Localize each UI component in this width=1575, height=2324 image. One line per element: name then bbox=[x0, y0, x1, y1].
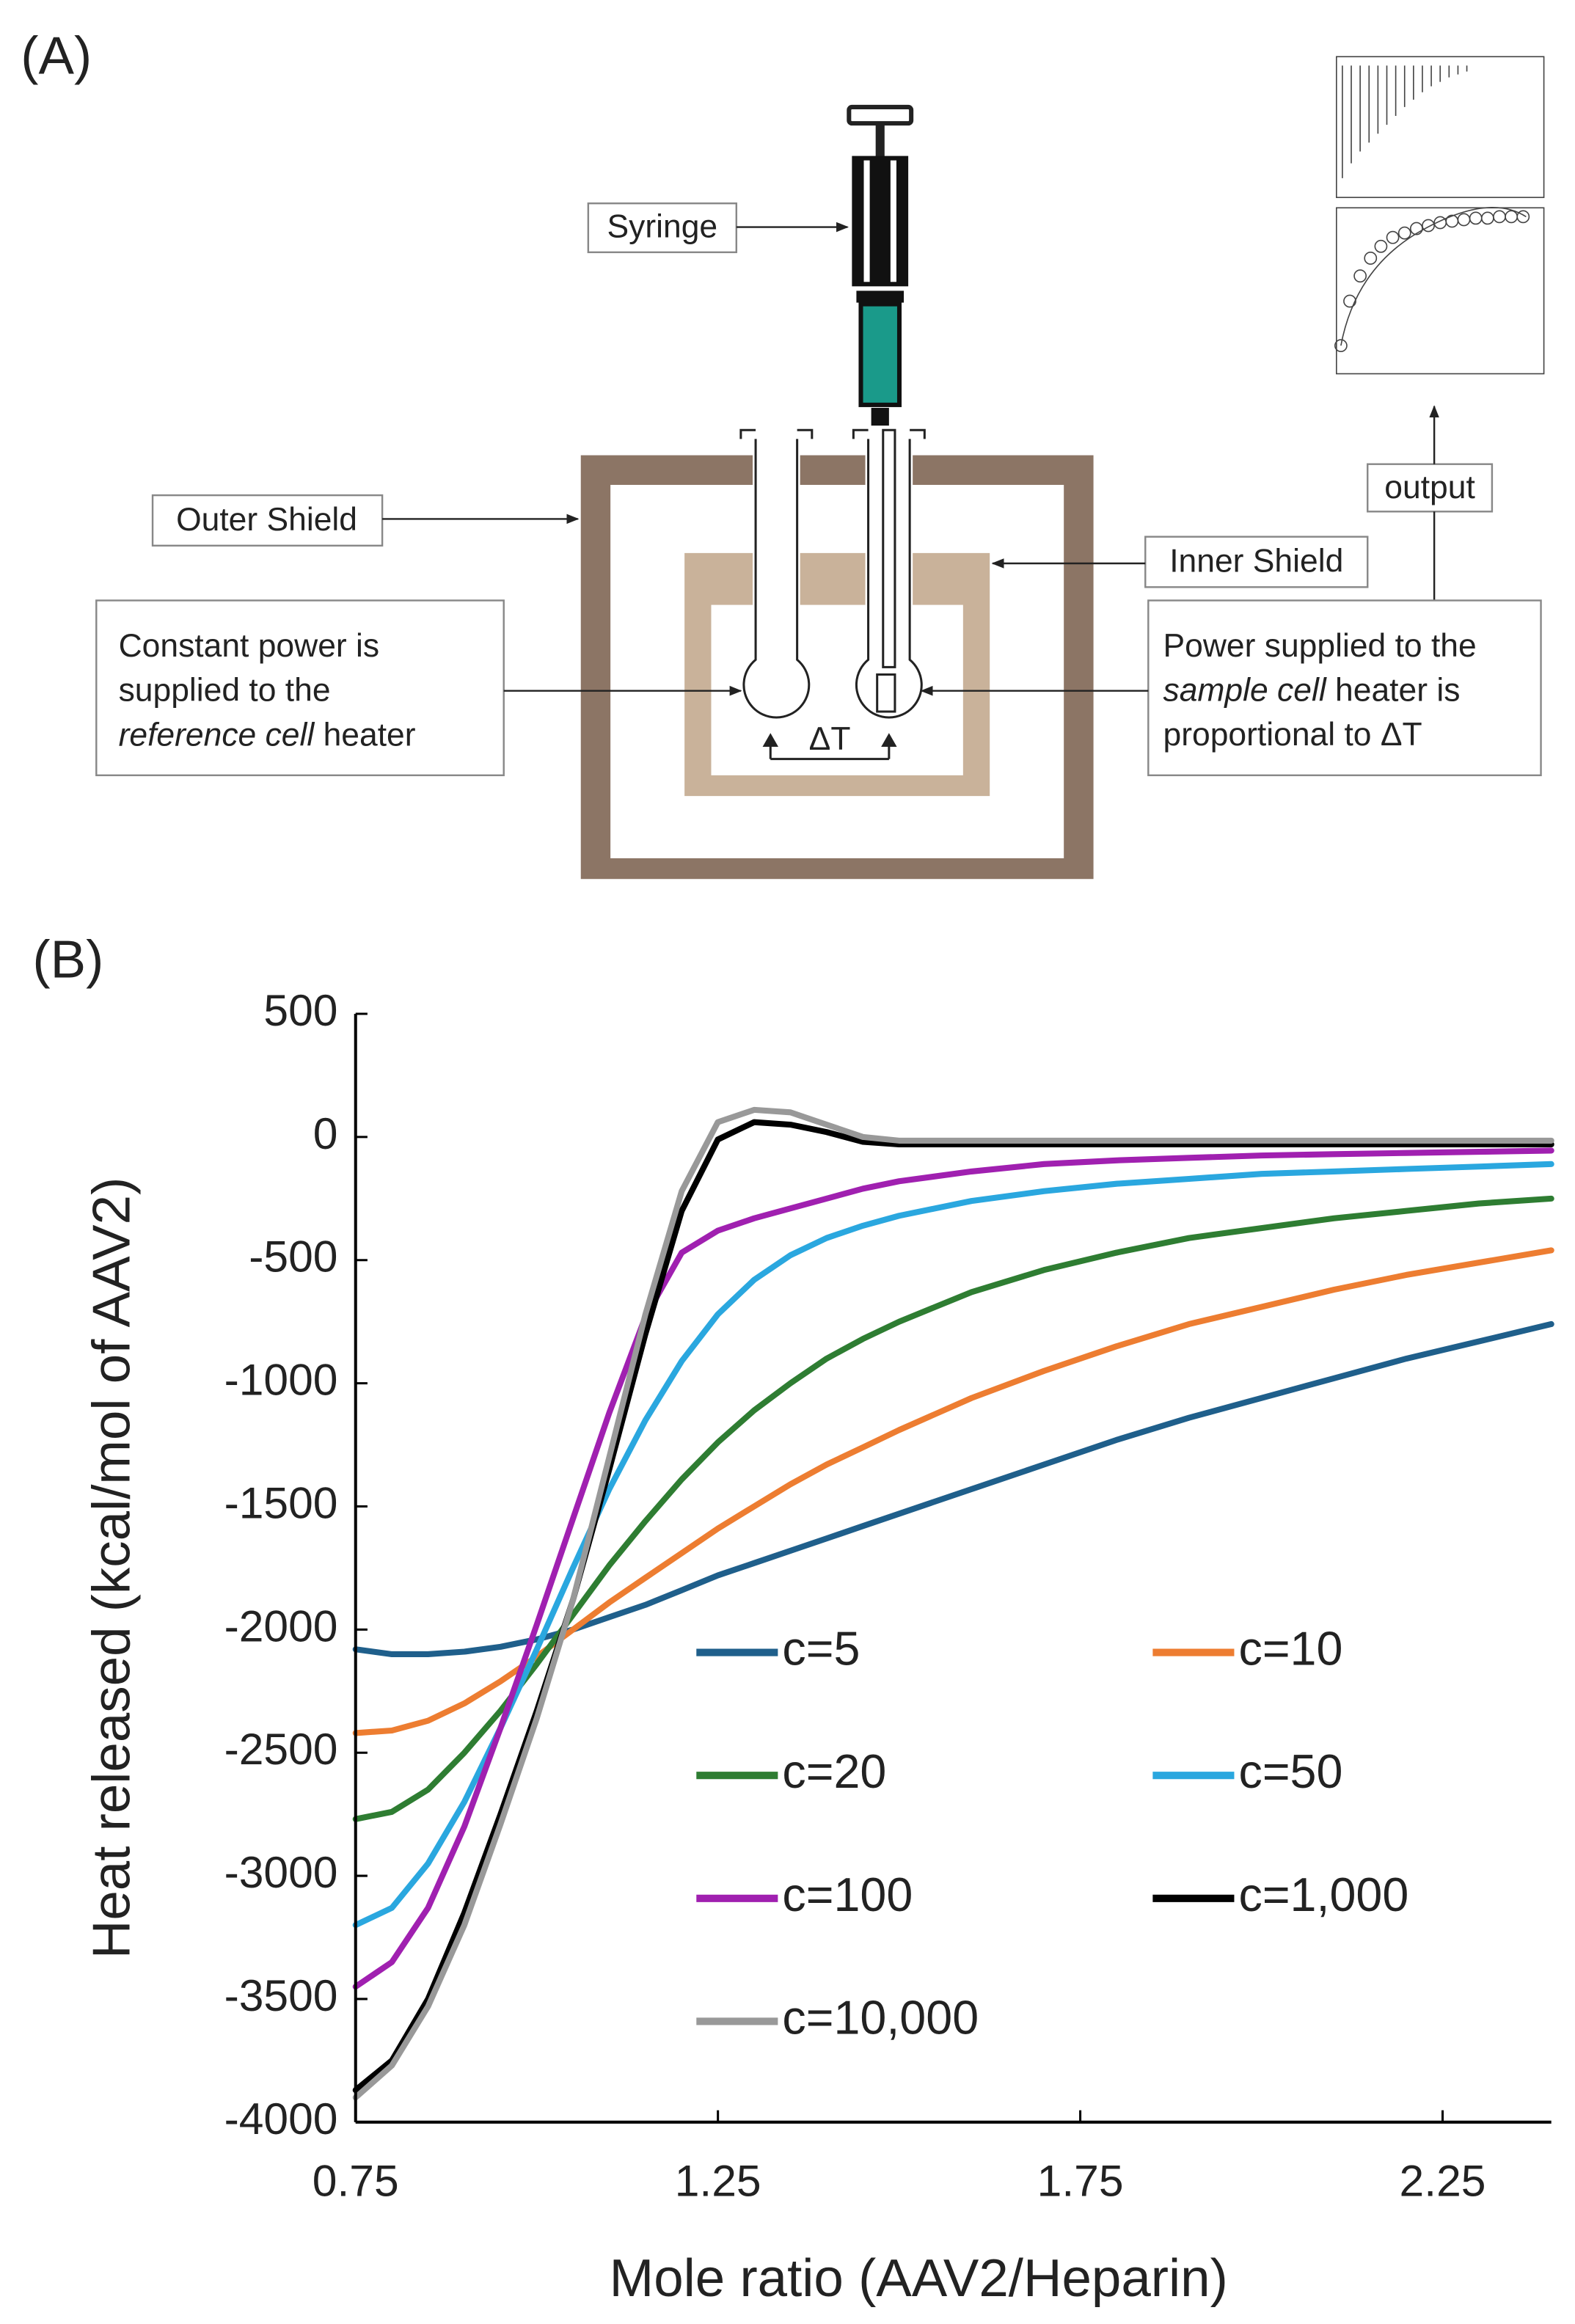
inner-shield-box bbox=[1144, 536, 1369, 588]
outer-shield-box bbox=[151, 494, 384, 547]
panel-label: (A) bbox=[21, 26, 92, 86]
y-tick-label: 0 bbox=[313, 1108, 338, 1158]
italic-text: reference cell bbox=[119, 717, 315, 753]
cells bbox=[739, 428, 926, 761]
y-axis-title: Heat released (kcal/mol of AAV2) bbox=[82, 1177, 142, 1959]
legend-label: c=5 bbox=[782, 1622, 860, 1676]
legend-label: c=10,000 bbox=[782, 1991, 979, 2045]
legend-label: c=50 bbox=[1239, 1744, 1343, 1798]
y-tick-label: -4000 bbox=[224, 2094, 338, 2144]
series-line bbox=[352, 1119, 1554, 2094]
panel-label: (B) bbox=[32, 930, 103, 990]
reference-note-box bbox=[95, 599, 505, 777]
y-tick-label: -1000 bbox=[224, 1355, 338, 1405]
sample-note-box bbox=[1147, 599, 1542, 777]
series-line bbox=[352, 1147, 1554, 1990]
reference-note-line: Constant power is bbox=[119, 628, 380, 664]
x-tick-label: 2.25 bbox=[1400, 2156, 1486, 2206]
reference-note-line: supplied to the bbox=[119, 672, 331, 708]
y-tick-label: -500 bbox=[249, 1232, 337, 1282]
series-line bbox=[352, 1247, 1554, 1736]
legend-label: c=20 bbox=[782, 1744, 886, 1798]
x-axis-title: Mole ratio (AAV2/Heparin) bbox=[610, 2248, 1228, 2308]
x-tick-label: 1.75 bbox=[1037, 2156, 1124, 2206]
y-tick-label: -1500 bbox=[224, 1477, 338, 1527]
reference-note-line: reference cell heater bbox=[119, 717, 416, 753]
y-tick-label: 500 bbox=[263, 985, 337, 1035]
sample-note-line: sample cell heater is bbox=[1163, 672, 1461, 708]
x-tick-label: 0.75 bbox=[313, 2156, 399, 2206]
syringe-box bbox=[587, 202, 738, 254]
syringe-shape bbox=[847, 104, 914, 426]
series-line bbox=[352, 1195, 1554, 1822]
x-tick-label: 1.25 bbox=[675, 2156, 761, 2206]
legend-label: c=10 bbox=[1239, 1622, 1343, 1676]
sample-note-line: Power supplied to the bbox=[1163, 628, 1477, 664]
italic-text: sample cell bbox=[1163, 672, 1327, 708]
series-line bbox=[352, 1106, 1554, 2101]
plot: -4000 -3500 -3000 -2500 -2000 -1500 -1000 -500 0… bbox=[224, 985, 1554, 2206]
series-line bbox=[352, 1161, 1554, 1929]
syringe-label: Syringe bbox=[607, 208, 718, 244]
text: heater bbox=[324, 717, 416, 753]
output-label: output bbox=[1384, 469, 1475, 505]
delta-t-label: ΔT bbox=[809, 721, 851, 757]
text: heater is bbox=[1335, 672, 1460, 708]
output-inset bbox=[1334, 56, 1545, 375]
output-box bbox=[1367, 463, 1494, 513]
series-line bbox=[352, 1320, 1554, 1658]
y-tick-label: -3000 bbox=[224, 1847, 338, 1897]
legend-label: c=1,000 bbox=[1239, 1868, 1409, 1921]
outer-shield-label: Outer Shield bbox=[176, 502, 357, 538]
y-tick-label: -2000 bbox=[224, 1601, 338, 1651]
y-tick-label: -3500 bbox=[224, 1970, 338, 2020]
legend-label: c=100 bbox=[782, 1868, 913, 1921]
y-tick-label: -2500 bbox=[224, 1724, 338, 1774]
sample-note-line: proportional to ΔT bbox=[1163, 717, 1422, 753]
inner-shield-label: Inner Shield bbox=[1169, 544, 1343, 580]
inner-shield-shape bbox=[684, 552, 990, 797]
